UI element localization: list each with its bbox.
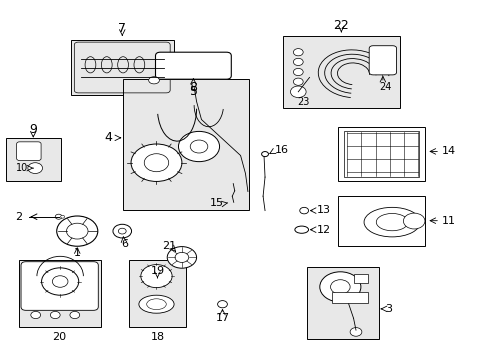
Circle shape <box>141 265 172 288</box>
Circle shape <box>61 215 64 218</box>
Circle shape <box>57 216 98 246</box>
Ellipse shape <box>146 299 166 310</box>
Text: 24: 24 <box>378 82 391 92</box>
Circle shape <box>319 272 360 302</box>
Ellipse shape <box>376 213 407 231</box>
Text: 22: 22 <box>333 19 348 32</box>
FancyBboxPatch shape <box>155 52 231 79</box>
Circle shape <box>293 58 303 66</box>
Circle shape <box>28 163 42 174</box>
Bar <box>123 79 249 210</box>
Circle shape <box>403 213 424 229</box>
Bar <box>338 127 425 181</box>
Bar <box>282 36 399 108</box>
Circle shape <box>113 224 131 238</box>
Circle shape <box>299 207 308 214</box>
Bar <box>6 138 61 181</box>
Text: 7: 7 <box>118 22 126 35</box>
Bar <box>128 260 186 327</box>
FancyBboxPatch shape <box>21 262 98 310</box>
Text: 18: 18 <box>150 332 164 342</box>
Text: 8: 8 <box>189 81 197 94</box>
Text: 15: 15 <box>209 198 224 208</box>
Bar <box>306 267 379 339</box>
Circle shape <box>349 328 361 336</box>
Circle shape <box>290 86 305 98</box>
Circle shape <box>41 268 79 295</box>
Circle shape <box>50 311 60 319</box>
Circle shape <box>293 78 303 85</box>
Text: 2: 2 <box>15 212 22 222</box>
Text: 10: 10 <box>16 163 28 173</box>
Text: 14: 14 <box>441 147 455 156</box>
Ellipse shape <box>101 57 112 73</box>
Ellipse shape <box>148 77 159 84</box>
Text: 23: 23 <box>297 96 309 107</box>
Text: 5: 5 <box>190 85 198 98</box>
Ellipse shape <box>85 57 96 73</box>
Text: 20: 20 <box>53 332 66 342</box>
Bar <box>353 274 367 283</box>
Circle shape <box>70 311 80 319</box>
Circle shape <box>178 131 219 162</box>
Text: 12: 12 <box>316 225 330 235</box>
Text: 21: 21 <box>162 240 175 251</box>
Bar <box>344 131 418 177</box>
Text: 11: 11 <box>441 216 455 226</box>
Text: 9: 9 <box>29 123 37 136</box>
Ellipse shape <box>134 57 144 73</box>
Text: 6: 6 <box>121 239 128 249</box>
Circle shape <box>52 276 68 287</box>
Bar <box>338 196 425 246</box>
Text: 13: 13 <box>316 204 330 215</box>
Ellipse shape <box>294 226 308 233</box>
Circle shape <box>31 311 41 319</box>
Text: 4: 4 <box>104 131 112 144</box>
Ellipse shape <box>118 57 128 73</box>
Circle shape <box>190 140 207 153</box>
Text: 1: 1 <box>74 248 81 258</box>
Bar <box>71 40 173 95</box>
FancyBboxPatch shape <box>368 46 396 75</box>
Circle shape <box>293 49 303 56</box>
Text: 3: 3 <box>385 304 391 314</box>
Circle shape <box>293 68 303 76</box>
Bar <box>331 292 367 303</box>
Text: 17: 17 <box>215 312 229 323</box>
FancyBboxPatch shape <box>17 142 41 161</box>
Ellipse shape <box>139 295 174 313</box>
Circle shape <box>131 144 182 181</box>
Circle shape <box>167 247 196 268</box>
Circle shape <box>175 252 188 262</box>
Circle shape <box>66 223 88 239</box>
Circle shape <box>118 228 126 234</box>
Circle shape <box>217 301 227 308</box>
Circle shape <box>330 280 349 294</box>
Text: 19: 19 <box>150 266 164 276</box>
Circle shape <box>55 214 62 219</box>
Bar <box>19 260 101 327</box>
Ellipse shape <box>363 207 419 237</box>
Text: 16: 16 <box>274 145 288 156</box>
Circle shape <box>144 154 168 172</box>
